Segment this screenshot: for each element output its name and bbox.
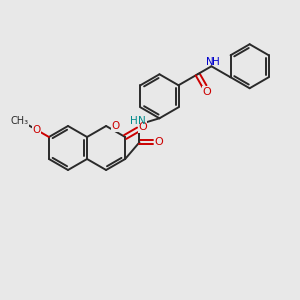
Text: H: H [130, 116, 137, 126]
Text: N: N [138, 116, 145, 126]
Text: O: O [111, 121, 119, 131]
Text: O: O [138, 122, 147, 132]
Text: O: O [203, 87, 212, 97]
Text: O: O [154, 137, 163, 147]
Text: N: N [206, 57, 213, 67]
Text: CH₃: CH₃ [11, 116, 28, 127]
Text: H: H [212, 57, 219, 67]
Text: O: O [33, 125, 41, 135]
